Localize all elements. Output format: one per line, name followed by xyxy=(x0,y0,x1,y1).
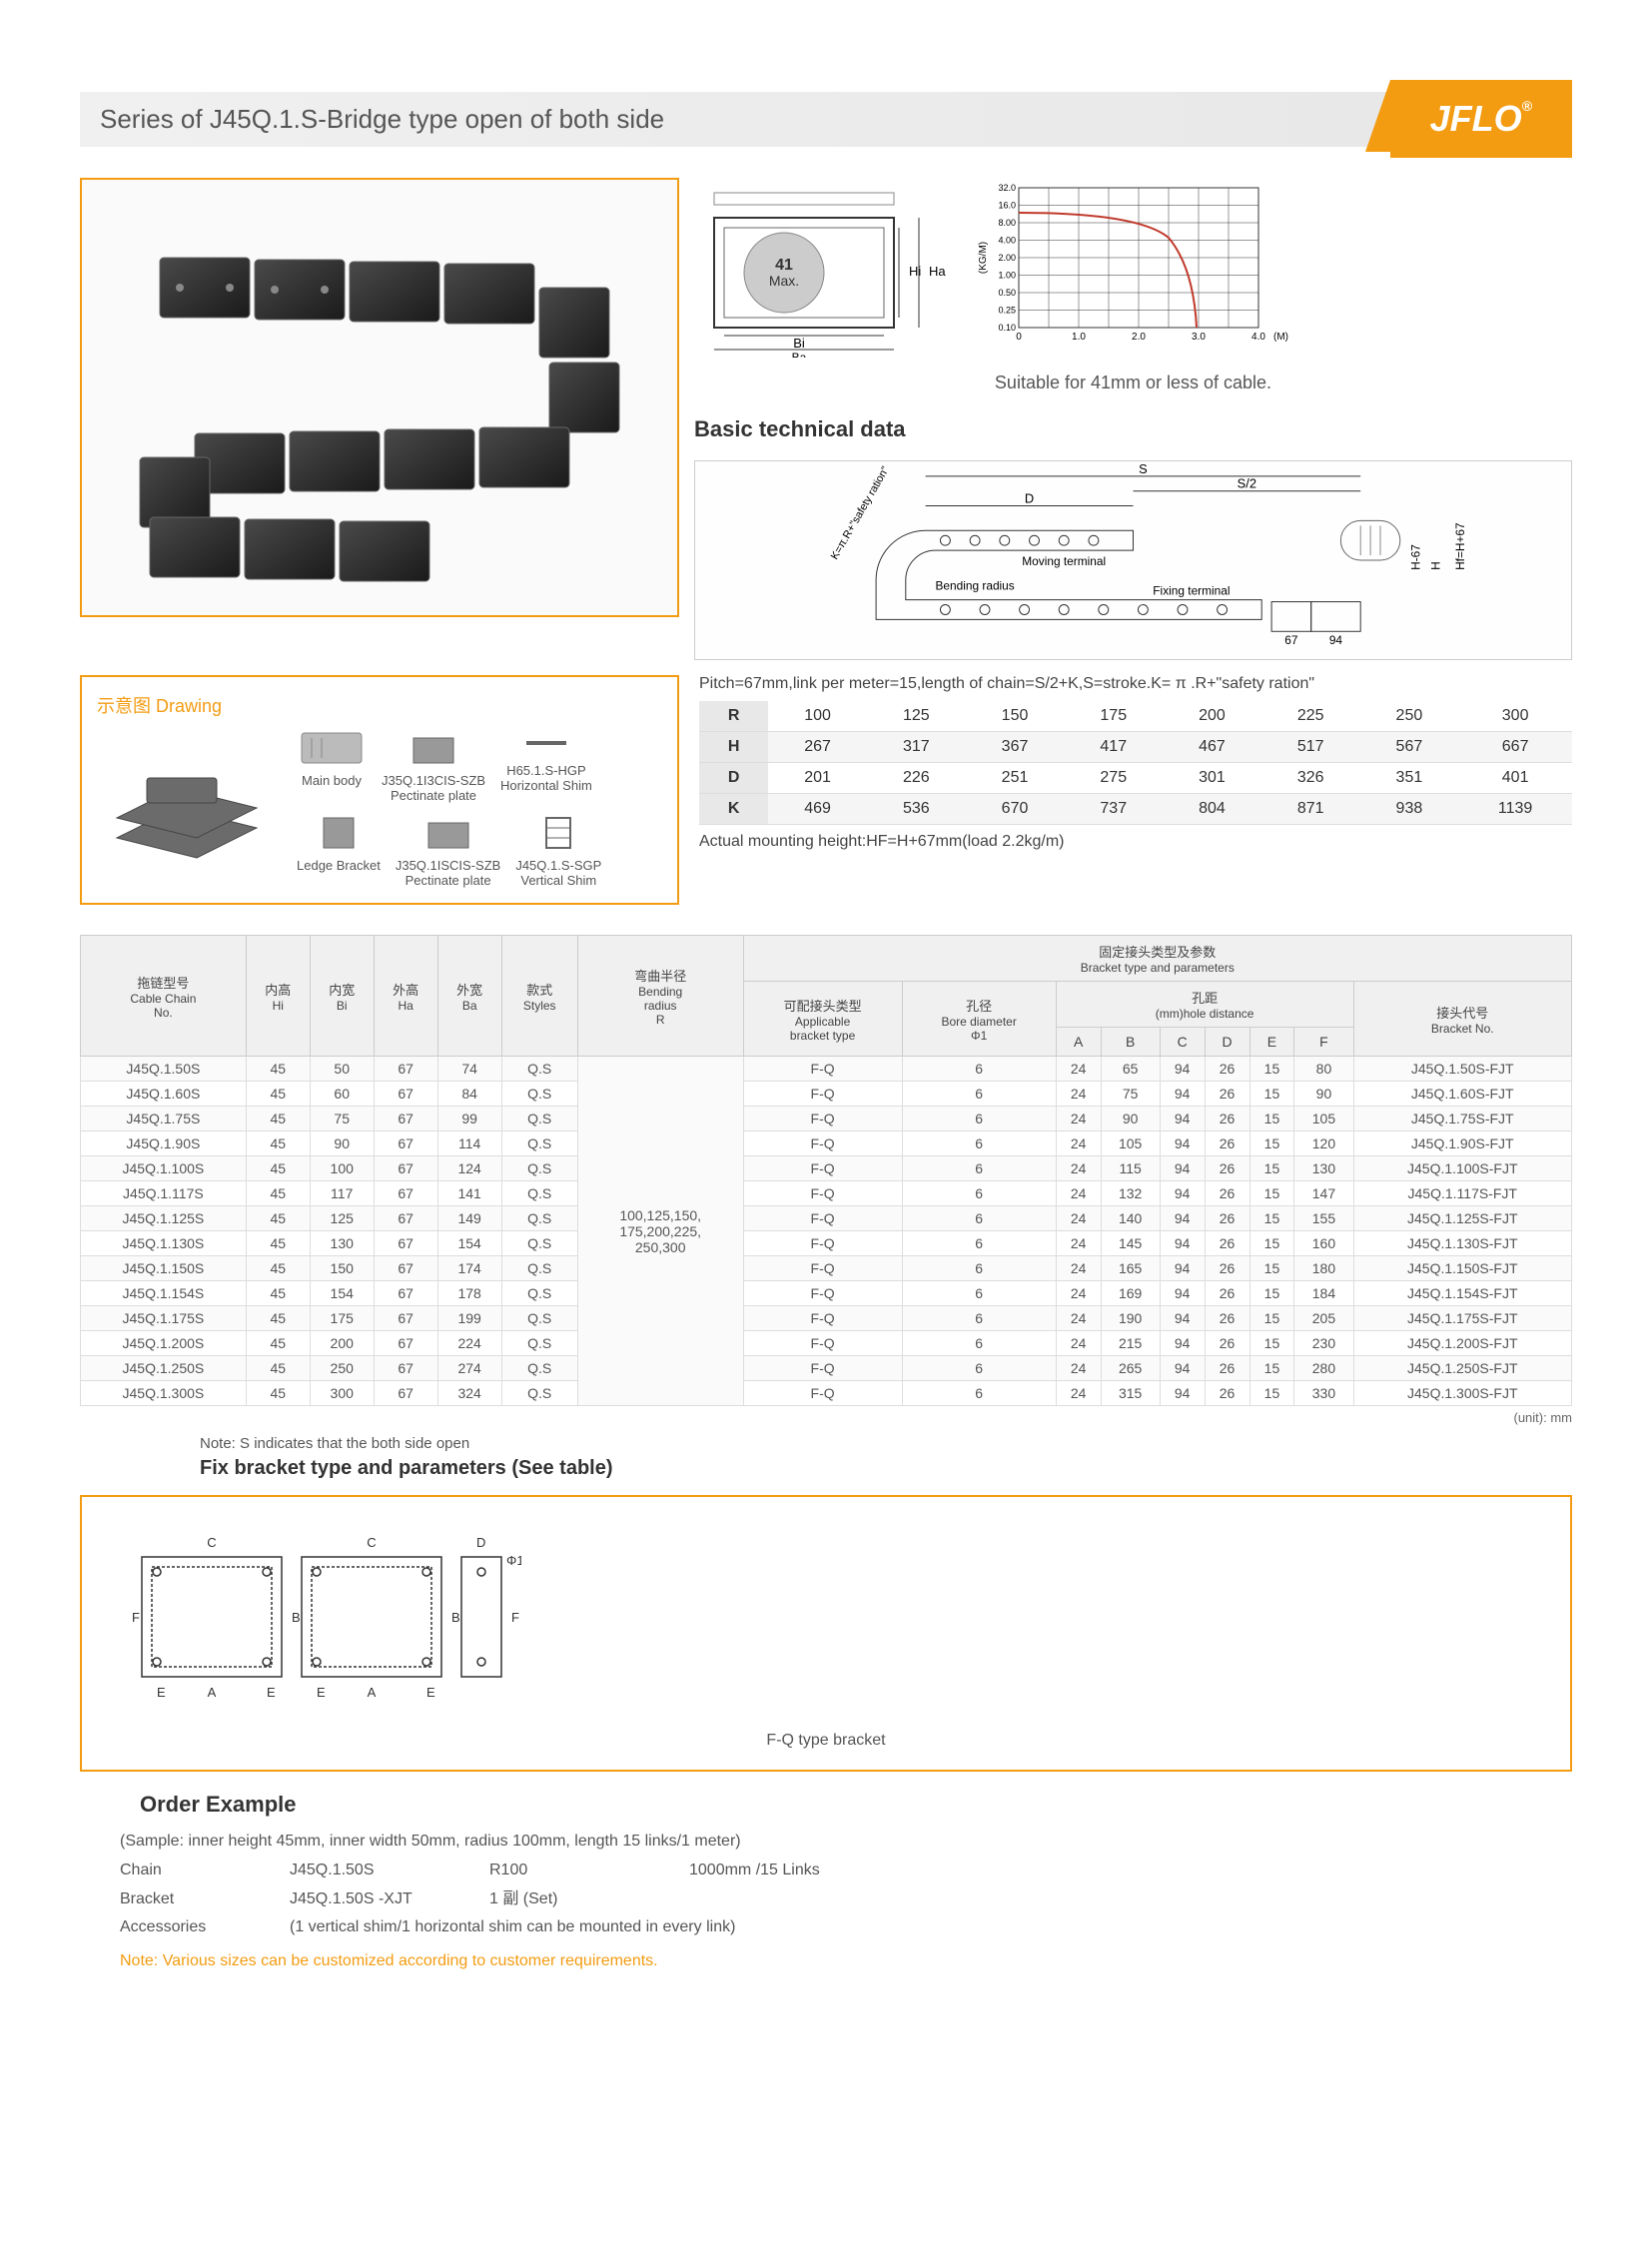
svg-text:E: E xyxy=(157,1685,166,1700)
tech-diagram: S S/2 D Moving terminal Bending radius F… xyxy=(694,460,1572,660)
svg-text:S: S xyxy=(1139,461,1148,476)
svg-text:Ha: Ha xyxy=(929,264,946,279)
table-row: J45Q.1.60S45606784Q.SF-Q6247594261590J45… xyxy=(81,1082,1572,1107)
fix-bracket-title: Fix bracket type and parameters (See tab… xyxy=(200,1457,1572,1480)
table-row: J45Q.1.100S4510067124Q.SF-Q6241159426151… xyxy=(81,1156,1572,1181)
svg-text:0.25: 0.25 xyxy=(998,306,1016,316)
svg-text:41: 41 xyxy=(775,257,793,274)
basic-tech-data-title: Basic technical data xyxy=(694,416,1572,442)
svg-text:E: E xyxy=(426,1685,435,1700)
svg-text:2.00: 2.00 xyxy=(998,253,1016,263)
bracket-label: F-Q type bracket xyxy=(122,1732,1530,1750)
drawing-title: 示意图 Drawing xyxy=(97,692,662,718)
svg-text:D: D xyxy=(476,1535,485,1550)
brand-logo: JFLO® xyxy=(1390,80,1572,158)
header: Series of J45Q.1.S-Bridge type open of b… xyxy=(80,80,1572,158)
order-row: ChainJ45Q.1.50SR1001000mm /15 Links xyxy=(120,1857,1572,1885)
svg-text:C: C xyxy=(367,1535,376,1550)
svg-text:8.00: 8.00 xyxy=(998,218,1016,228)
table-row: J45Q.1.300S4530067324Q.SF-Q6243159426153… xyxy=(81,1381,1572,1406)
svg-text:Bending radius: Bending radius xyxy=(936,579,1015,593)
svg-text:4.0: 4.0 xyxy=(1251,332,1265,343)
mount-height-text: Actual mounting height:HF=H+67mm(load 2.… xyxy=(699,833,1572,851)
svg-text:E: E xyxy=(317,1685,326,1700)
svg-text:H: H xyxy=(1428,561,1442,570)
svg-text:3.0: 3.0 xyxy=(1192,332,1206,343)
svg-text:Ba: Ba xyxy=(792,351,807,358)
order-row: Accessories(1 vertical shim/1 horizontal… xyxy=(120,1913,1572,1942)
svg-text:Moving terminal: Moving terminal xyxy=(1022,554,1106,568)
svg-text:B: B xyxy=(292,1610,301,1625)
main-spec-table: 拖链型号Cable ChainNo.内高Hi内宽Bi外高Ha外宽Ba款式Styl… xyxy=(80,935,1572,1406)
svg-text:Bi: Bi xyxy=(793,336,805,351)
order-note: Note: Various sizes can be customized ac… xyxy=(120,1947,1572,1976)
svg-text:Φ1: Φ1 xyxy=(506,1553,521,1568)
svg-text:2.0: 2.0 xyxy=(1132,332,1146,343)
svg-text:(M): (M) xyxy=(1273,332,1288,343)
table-row: J45Q.1.154S4515467178Q.SF-Q6241699426151… xyxy=(81,1281,1572,1306)
svg-text:Hi: Hi xyxy=(909,264,921,279)
svg-text:1.0: 1.0 xyxy=(1072,332,1086,343)
order-row: BracketJ45Q.1.50S -XJT1 副 (Set) xyxy=(120,1885,1572,1914)
note-s: Note: S indicates that the both side ope… xyxy=(200,1435,1572,1452)
table-row: J45Q.1.75S45756799Q.SF-Q62490942615105J4… xyxy=(81,1107,1572,1131)
table-row: J45Q.1.90S459067114Q.SF-Q624105942615120… xyxy=(81,1131,1572,1156)
cross-section-diagram: 41 Max. Hi Ha Bi Ba xyxy=(694,178,954,358)
svg-text:K=π.R+"safety ration": K=π.R+"safety ration" xyxy=(829,464,892,561)
table-row: J45Q.1.117S4511767141Q.SF-Q6241329426151… xyxy=(81,1181,1572,1206)
product-image xyxy=(80,178,679,617)
svg-text:Hf=H+67: Hf=H+67 xyxy=(1453,522,1467,570)
table-row: J45Q.1.200S4520067224Q.SF-Q6242159426152… xyxy=(81,1331,1572,1356)
svg-text:0: 0 xyxy=(1016,332,1022,343)
bracket-section: C C D Φ1 F B B F E A E E A E F-Q type bracket xyxy=(80,1495,1572,1772)
page-title: Series of J45Q.1.S-Bridge type open of b… xyxy=(80,92,1400,147)
svg-text:94: 94 xyxy=(1329,633,1343,647)
svg-text:67: 67 xyxy=(1284,633,1297,647)
table-row: J45Q.1.125S4512567149Q.SF-Q6241409426151… xyxy=(81,1206,1572,1231)
svg-text:1.00: 1.00 xyxy=(998,271,1016,281)
unit-note: (unit): mm xyxy=(80,1410,1572,1425)
order-example-title: Order Example xyxy=(140,1792,1572,1818)
svg-text:A: A xyxy=(368,1685,377,1700)
svg-text:(KG/M): (KG/M) xyxy=(978,242,989,274)
svg-text:D: D xyxy=(1025,491,1034,506)
svg-text:B: B xyxy=(451,1610,460,1625)
svg-text:A: A xyxy=(208,1685,217,1700)
assembly-render xyxy=(97,738,277,878)
load-chart: 32.0 16.0 8.00 4.00 2.00 1.00 0.50 0.25 0.100 1.0… xyxy=(974,178,1293,358)
order-content: (Sample: inner height 45mm, inner width … xyxy=(120,1828,1572,1976)
svg-text:H-67: H-67 xyxy=(1409,544,1423,570)
drawing-section: 示意图 Drawing Main body J35Q.1I3CIS-SZBPec… xyxy=(80,675,679,905)
table-row: J45Q.1.175S4517567199Q.SF-Q6241909426152… xyxy=(81,1306,1572,1331)
svg-text:Fixing terminal: Fixing terminal xyxy=(1153,584,1230,598)
formula-text: Pitch=67mm,link per meter=15,length of c… xyxy=(699,675,1572,693)
svg-text:16.0: 16.0 xyxy=(998,201,1016,211)
svg-text:4.00: 4.00 xyxy=(998,236,1016,246)
svg-text:32.0: 32.0 xyxy=(998,183,1016,193)
svg-text:0.50: 0.50 xyxy=(998,288,1016,298)
table-row: J45Q.1.130S4513067154Q.SF-Q6241459426151… xyxy=(81,1231,1572,1256)
svg-text:F: F xyxy=(511,1610,519,1625)
table-row: J45Q.1.50S45506774Q.S100,125,150,175,200… xyxy=(81,1057,1572,1082)
svg-text:0.10: 0.10 xyxy=(998,323,1016,333)
rhd-table: R100125150175200225250300H26731736741746… xyxy=(699,701,1572,825)
svg-text:S/2: S/2 xyxy=(1238,476,1256,491)
table-row: J45Q.1.150S4515067174Q.SF-Q6241659426151… xyxy=(81,1256,1572,1281)
suitable-text: Suitable for 41mm or less of cable. xyxy=(694,373,1572,393)
bracket-diagram: C C D Φ1 F B B F E A E E A E xyxy=(122,1517,521,1717)
svg-text:Max.: Max. xyxy=(769,273,799,289)
table-row: J45Q.1.250S4525067274Q.SF-Q6242659426152… xyxy=(81,1356,1572,1381)
svg-text:E: E xyxy=(267,1685,276,1700)
svg-text:C: C xyxy=(207,1535,216,1550)
order-sample: (Sample: inner height 45mm, inner width … xyxy=(120,1828,1572,1857)
svg-text:F: F xyxy=(132,1610,140,1625)
